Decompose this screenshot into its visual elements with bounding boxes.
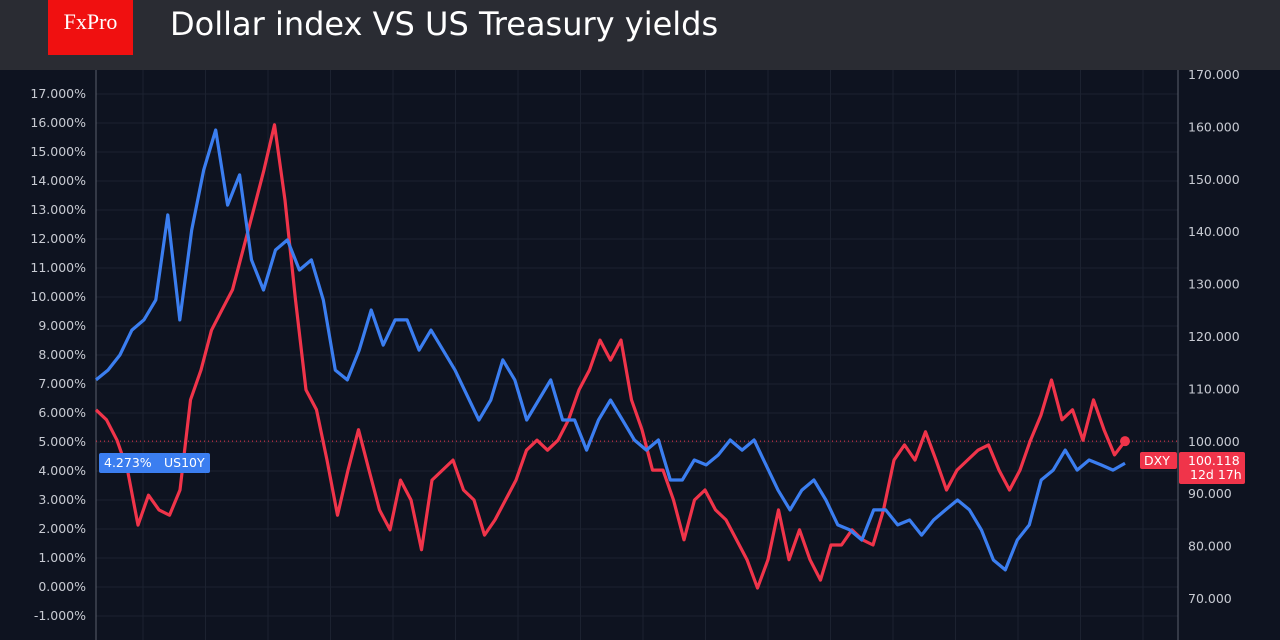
chart[interactable]: 17.000% 16.000% 15.000% 14.000% 13.000% 12.00…	[0, 70, 1280, 640]
left-tick-label: 16.000%	[30, 115, 86, 130]
left-tick-label: 13.000%	[30, 202, 86, 217]
left-tick-label: 8.000%	[38, 347, 86, 362]
right-tick-label: 110.000	[1188, 381, 1240, 396]
right-tick-label: 70.000	[1188, 591, 1232, 606]
series-lines	[94, 123, 1130, 590]
left-tick-label: 0.000%	[38, 579, 86, 594]
left-tick-label: 10.000%	[30, 289, 86, 304]
right-tick-label: 120.000	[1188, 329, 1240, 344]
dxy-series-name: DXY	[1144, 453, 1170, 468]
us10y-last-value: 4.273%	[104, 455, 152, 470]
right-axis: 170.000 160.000 150.000 140.000 130.000 120.0…	[1188, 70, 1240, 606]
right-tick-label: 100.000	[1188, 434, 1240, 449]
left-tick-label: 17.000%	[30, 86, 86, 101]
left-tick-label: 15.000%	[30, 144, 86, 159]
dxy-countdown: 12d 17h	[1190, 467, 1242, 482]
right-tick-label: 160.000	[1188, 119, 1240, 134]
right-tick-label: 130.000	[1188, 277, 1240, 292]
right-tick-label: 170.000	[1188, 70, 1240, 82]
left-tick-label: 5.000%	[38, 434, 86, 449]
dxy-price-tag	[1179, 452, 1245, 484]
dxy-last-value: 100.118	[1188, 453, 1240, 468]
right-tick-label: 140.000	[1188, 224, 1240, 239]
dxy-name-tag	[1140, 452, 1177, 469]
dxy-line	[94, 123, 1127, 590]
us10y-line	[94, 128, 1126, 572]
left-tick-label: -1.000%	[34, 608, 86, 623]
left-tick-label: 2.000%	[38, 521, 86, 536]
left-tick-label: 14.000%	[30, 173, 86, 188]
left-tick-label: 7.000%	[38, 376, 86, 391]
left-tick-label: 1.000%	[38, 550, 86, 565]
left-tick-label: 9.000%	[38, 318, 86, 333]
header: FxPro Dollar index VS US Treasury yields	[0, 0, 1280, 70]
left-tick-label: 11.000%	[30, 260, 86, 275]
left-axis: 17.000% 16.000% 15.000% 14.000% 13.000% 12.00…	[30, 86, 86, 623]
grid	[95, 70, 1179, 640]
us10y-price-tag	[99, 453, 210, 473]
right-tick-label: 80.000	[1188, 539, 1232, 554]
left-tick-label: 12.000%	[30, 231, 86, 246]
right-tick-label: 90.000	[1188, 486, 1232, 501]
us10y-series-name: US10Y	[164, 455, 205, 470]
dxy-last-point	[1120, 436, 1130, 447]
left-tick-label: 4.000%	[38, 463, 86, 478]
fxpro-logo: FxPro	[48, 0, 133, 55]
page-title: Dollar index VS US Treasury yields	[170, 5, 719, 43]
left-tick-label: 6.000%	[38, 405, 86, 420]
left-tick-label: 3.000%	[38, 492, 86, 507]
right-tick-label: 150.000	[1188, 172, 1240, 187]
